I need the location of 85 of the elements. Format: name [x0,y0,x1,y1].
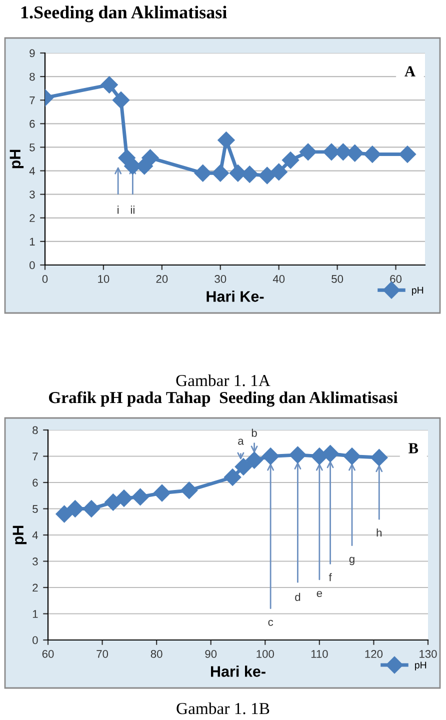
point [212,164,229,182]
x-tick-label: 80 [150,650,162,658]
y-axis-title: pH [10,150,24,168]
x-tick-label: 90 [205,650,217,658]
annotation: B [408,443,418,454]
point [262,448,280,465]
y-tick-label: 7 [32,452,38,460]
y-tick-label: 4 [32,531,38,540]
annotation: a [238,438,244,445]
annotation: h [376,528,382,537]
annotation: f [328,573,332,582]
y-tick-label: 3 [30,190,35,198]
point [153,484,171,502]
point [234,458,252,476]
annotation: g [349,556,354,566]
x-tick-label: 100 [256,650,274,658]
point [270,163,288,181]
text: Grafik pH pada Tahap Seeding dan Aklimatisasi [48,391,398,407]
point [66,500,84,518]
annotation: c [268,620,274,626]
x-tick-label: 10 [98,275,110,283]
text: Gambar 1. 1B [176,702,270,714]
y-tick-label: 0 [30,261,35,270]
annotation: i [118,206,119,214]
point [398,146,416,163]
point [224,468,242,486]
x-axis-title: Hari ke- [211,666,266,677]
x-tick-label: 60 [42,650,54,658]
x-tick-label: 110 [311,650,328,658]
point [142,149,159,166]
y-tick-label: 5 [32,505,38,513]
x-axis-title: Hari Ke- [206,290,264,302]
annotation: e [316,590,322,598]
annotation: d [295,592,300,601]
annotation: ii [130,206,134,214]
y-tick-label: 9 [30,49,35,58]
point [343,448,361,465]
point [56,505,73,523]
legend-label: pH [412,286,424,296]
y-tick-label: 1 [32,610,38,618]
point [258,166,276,184]
annotation: A [404,66,416,76]
y-tick-label: 8 [32,426,38,434]
point [180,482,198,499]
x-tick-label: 50 [332,275,344,283]
x-tick-label: 70 [96,650,108,658]
x-tick-label: 60 [390,275,402,283]
y-tick-label: 6 [30,120,35,128]
x-tick-label: 30 [214,275,226,283]
x-tick-label: 20 [156,275,168,283]
point [300,143,317,160]
point [115,490,133,507]
y-tick-label: 3 [32,558,38,566]
point [364,146,381,163]
y-tick-label: 1 [30,238,35,246]
y-tick-label: 5 [30,144,35,152]
point [218,132,235,149]
point [194,164,212,182]
point [104,494,122,511]
x-tick-label: 0 [42,275,48,283]
legend-label: pH [415,662,426,670]
y-tick-label: 2 [30,214,35,222]
point [132,488,149,506]
point [282,152,300,169]
annotation: b [252,428,257,437]
point [246,452,263,469]
text: 1.Seeding dan Aklimatisasi [21,6,227,22]
y-tick-label: 6 [32,478,38,487]
y-tick-label: 7 [30,96,35,104]
y-axis-title: pH [12,526,27,544]
y-tick-label: 2 [32,584,38,592]
y-tick-label: 4 [29,167,35,175]
point [112,92,130,109]
y-tick-label: 8 [30,72,35,81]
point [322,445,339,462]
y-tick-label: 0 [32,636,38,644]
x-tick-label: 130 [420,650,437,658]
text: Gambar 1. 1A [176,374,270,386]
point [82,500,100,518]
x-tick-label: 40 [272,275,285,283]
point [100,76,118,94]
x-tick-label: 120 [365,650,383,658]
point [370,449,388,466]
point [241,166,258,183]
point [289,446,306,464]
